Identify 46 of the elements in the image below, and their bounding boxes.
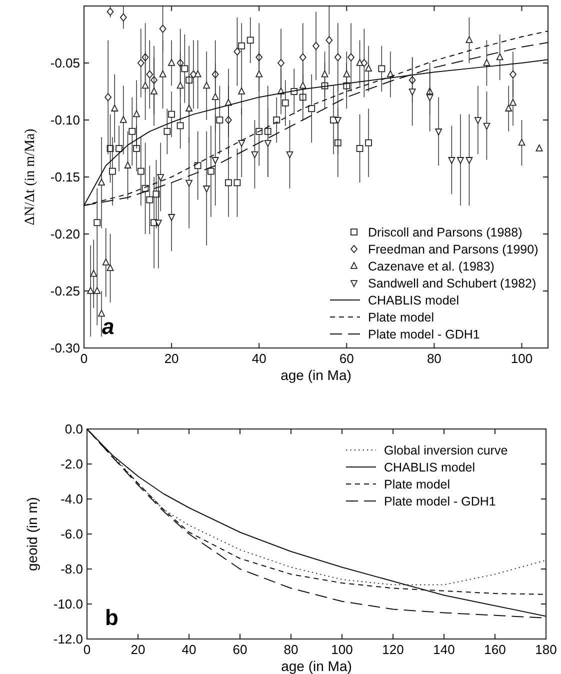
- x-tick-label: 100: [331, 642, 353, 657]
- legend-label: Global inversion curve: [384, 444, 508, 458]
- x-tick-label: 40: [182, 642, 196, 657]
- x-tick-label: 180: [535, 642, 557, 657]
- legend-label: CHABLIS model: [368, 294, 460, 308]
- x-tick-label: 60: [339, 351, 354, 366]
- y-tick-label: -0.30: [50, 340, 80, 356]
- y-axis-title: ΔN/Δt (in m/Ma): [23, 128, 38, 226]
- x-tick-label: 160: [484, 642, 506, 657]
- legend-label: Freedman and Parsons (1990): [368, 242, 538, 256]
- x-tick-label: 20: [130, 642, 146, 657]
- x-tick-label: 80: [284, 642, 298, 657]
- annotation: b: [105, 605, 118, 630]
- y-tick-label: -0.20: [50, 226, 80, 242]
- x-tick-label: 120: [382, 642, 404, 657]
- x-tick-label: 140: [433, 642, 455, 657]
- legend-label: Plate model: [384, 478, 450, 492]
- annotation: a: [102, 314, 114, 339]
- y-tick-label: -0.05: [50, 56, 80, 70]
- legend-label: Plate model: [368, 310, 434, 324]
- x-axis-title: age (in Ma): [280, 367, 352, 383]
- y-tick-label: -10.0: [53, 596, 83, 612]
- x-tick-label: 80: [426, 351, 442, 366]
- x-axis-title: age (in Ma): [281, 658, 352, 674]
- x-tick-label: 20: [164, 351, 179, 366]
- y-tick-label: -2.0: [60, 456, 83, 472]
- y-tick-label: 0.0: [64, 422, 83, 436]
- x-tick-label: 0: [80, 351, 88, 366]
- y-tick-label: -0.25: [50, 284, 80, 298]
- y-tick-label: -0.15: [50, 170, 80, 184]
- legend-label: Sandwell and Schubert (1982): [368, 276, 536, 290]
- x-tick-label: 60: [232, 642, 248, 657]
- x-tick-label: 100: [510, 351, 533, 366]
- y-tick-label: -8.0: [60, 562, 83, 576]
- y-axis-title: geoid (in m): [24, 497, 40, 571]
- legend-label: Cazenave et al. (1983): [368, 260, 494, 274]
- legend-label: Driscoll and Parsons (1988): [368, 226, 522, 240]
- legend-label: CHABLIS model: [384, 460, 476, 474]
- legend-label: Plate model - GDH1: [384, 494, 496, 508]
- y-tick-label: -6.0: [60, 526, 83, 542]
- x-tick-label: 0: [83, 642, 91, 657]
- legend-label: Plate model - GDH1: [368, 328, 480, 342]
- x-tick-label: 40: [252, 351, 266, 366]
- y-tick-label: -12.0: [53, 632, 83, 646]
- y-tick-label: -4.0: [60, 492, 83, 506]
- y-tick-label: -0.10: [50, 112, 80, 128]
